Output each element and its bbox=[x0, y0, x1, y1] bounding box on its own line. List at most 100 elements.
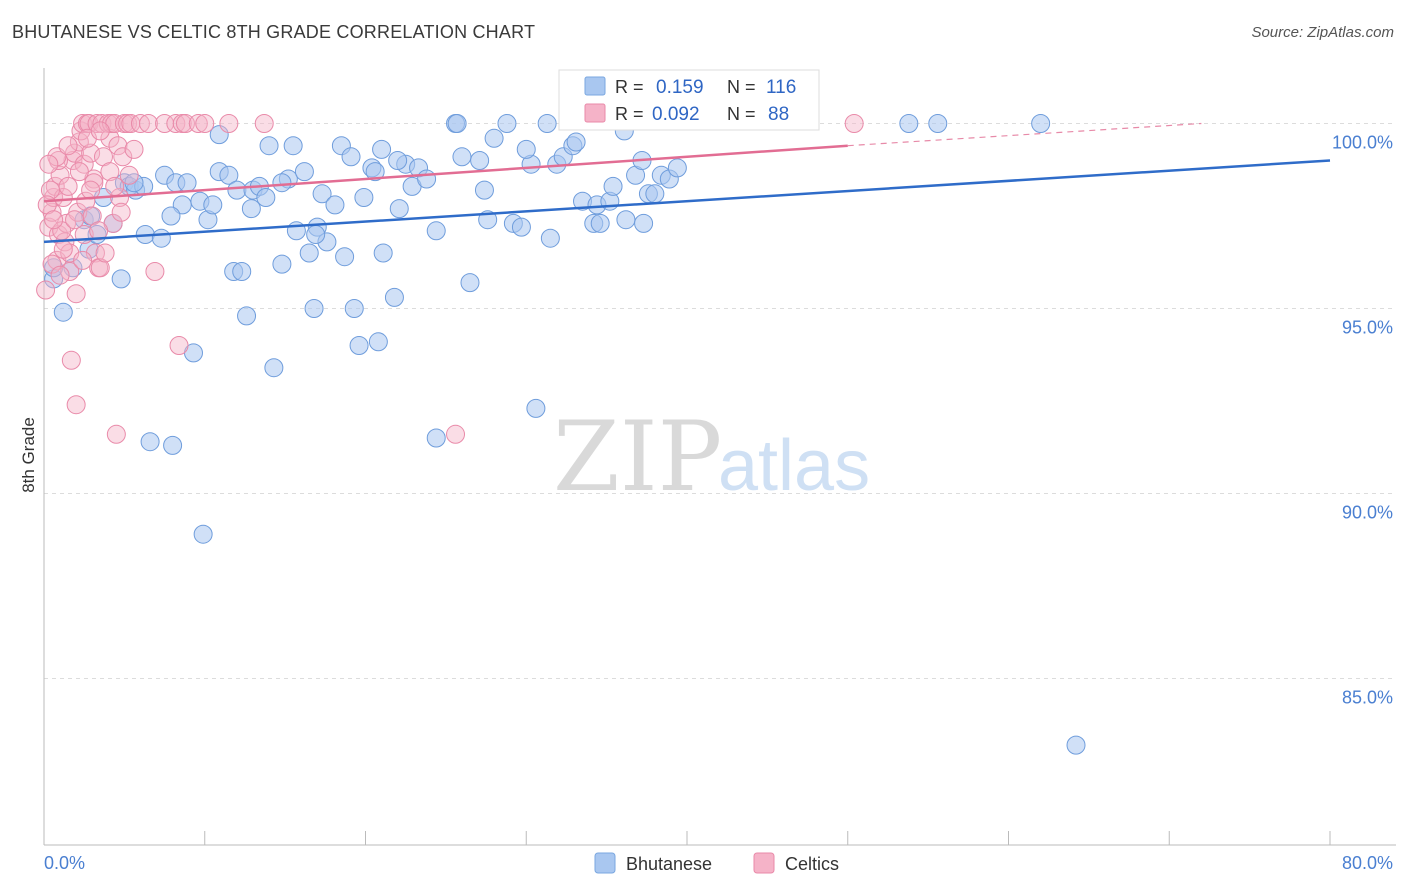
point-bhutanese-99 bbox=[516, 139, 536, 159]
point-bhutanese-30 bbox=[219, 165, 239, 185]
x-tick-label-max: 80.0% bbox=[1342, 853, 1393, 873]
point-bhutanese-19 bbox=[163, 435, 183, 455]
point-celtics-76 bbox=[100, 162, 120, 182]
trend-line-bhutanese bbox=[43, 159, 1331, 244]
point-bhutanese-55 bbox=[349, 336, 369, 355]
point-celtics-46 bbox=[124, 139, 144, 159]
point-bhutanese-104 bbox=[426, 428, 446, 448]
point-celtics-25 bbox=[81, 143, 101, 163]
point-bhutanese-103 bbox=[1066, 735, 1086, 755]
y-tick-labels: 85.0% 90.0% 95.0% 100.0% bbox=[1332, 133, 1393, 708]
point-bhutanese-114 bbox=[241, 199, 261, 219]
point-bhutanese-48 bbox=[312, 184, 332, 204]
y-tick-label-95: 95.0% bbox=[1342, 318, 1393, 338]
point-bhutanese-46 bbox=[304, 299, 324, 318]
point-bhutanese-44 bbox=[294, 162, 314, 182]
point-celtics-14 bbox=[63, 151, 83, 170]
point-celtics-78 bbox=[119, 165, 139, 185]
point-bhutanese-42 bbox=[283, 136, 303, 156]
point-bhutanese-2 bbox=[53, 302, 73, 322]
point-bhutanese-112 bbox=[306, 225, 326, 244]
point-bhutanese-72 bbox=[474, 180, 494, 200]
point-celtics-20 bbox=[73, 114, 93, 133]
point-bhutanese-27 bbox=[203, 195, 223, 215]
stats-n-value-bhutanese: 116 bbox=[766, 77, 796, 98]
point-celtics-65 bbox=[66, 284, 86, 304]
point-celtics-47 bbox=[130, 114, 150, 133]
point-bhutanese-60 bbox=[373, 243, 393, 263]
point-celtics-13 bbox=[61, 350, 81, 370]
point-celtics-61 bbox=[40, 180, 60, 200]
point-celtics-85 bbox=[39, 154, 59, 174]
point-bhutanese-25 bbox=[193, 524, 213, 544]
point-celtics-58 bbox=[254, 114, 274, 133]
point-celtics-80 bbox=[58, 136, 78, 156]
point-bhutanese-58 bbox=[365, 162, 385, 182]
point-bhutanese-113 bbox=[161, 206, 181, 226]
stats-swatch-bhutanese bbox=[584, 76, 606, 96]
point-bhutanese-62 bbox=[389, 199, 409, 219]
trend-line-celtics-extension bbox=[847, 122, 1202, 147]
point-bhutanese-22 bbox=[177, 173, 197, 193]
point-bhutanese-94 bbox=[645, 184, 665, 204]
y-tick-label-90: 90.0% bbox=[1342, 503, 1393, 523]
point-celtics-81 bbox=[69, 162, 89, 182]
point-bhutanese-54 bbox=[344, 299, 364, 318]
point-celtics-72 bbox=[65, 210, 85, 230]
point-bhutanese-111 bbox=[272, 173, 292, 193]
point-bhutanese-28 bbox=[209, 125, 229, 145]
y-axis-label: 8th Grade bbox=[19, 417, 38, 493]
stats-r-label-celtics: R = bbox=[615, 104, 644, 124]
point-bhutanese-34 bbox=[237, 306, 257, 326]
stats-r-value-celtics: 0.092 bbox=[652, 104, 700, 125]
series-celtics-points bbox=[36, 114, 864, 444]
point-bhutanese-101 bbox=[928, 114, 948, 133]
point-celtics-64 bbox=[60, 262, 80, 281]
point-bhutanese-107 bbox=[484, 128, 504, 148]
bottom-legend: Bhutanese Celtics bbox=[594, 852, 839, 874]
point-bhutanese-40 bbox=[272, 254, 292, 274]
stats-n-label-celtics: N = bbox=[727, 104, 756, 124]
point-celtics-19 bbox=[71, 121, 91, 141]
point-bhutanese-102 bbox=[1031, 114, 1051, 133]
point-celtics-49 bbox=[145, 262, 165, 281]
point-celtics-56 bbox=[195, 114, 215, 133]
chart-title: BHUTANESE VS CELTIC 8TH GRADE CORRELATIO… bbox=[12, 22, 536, 42]
point-celtics-75 bbox=[89, 221, 109, 241]
x-ticks bbox=[43, 831, 1331, 845]
point-celtics-16 bbox=[66, 395, 86, 415]
point-celtics-33 bbox=[95, 243, 115, 263]
series-bhutanese-points bbox=[44, 114, 1086, 755]
point-bhutanese-106 bbox=[667, 158, 687, 178]
point-bhutanese-89 bbox=[603, 176, 623, 196]
point-bhutanese-45 bbox=[299, 243, 319, 263]
y-tick-label-85: 85.0% bbox=[1342, 688, 1393, 708]
point-celtics-11 bbox=[58, 176, 78, 196]
point-bhutanese-115 bbox=[452, 147, 472, 167]
point-celtics-42 bbox=[113, 147, 133, 167]
point-bhutanese-39 bbox=[264, 358, 284, 378]
point-celtics-48 bbox=[138, 114, 158, 133]
axes bbox=[43, 68, 1396, 846]
point-bhutanese-32 bbox=[227, 180, 247, 200]
point-celtics-70 bbox=[42, 254, 62, 274]
point-celtics-6 bbox=[48, 225, 68, 244]
point-bhutanese-53 bbox=[341, 147, 361, 167]
point-bhutanese-108 bbox=[566, 132, 586, 152]
legend-label-celtics: Celtics bbox=[785, 854, 839, 874]
stats-n-label-bhutanese: N = bbox=[727, 77, 756, 97]
point-bhutanese-66 bbox=[417, 169, 437, 189]
point-celtics-83 bbox=[90, 121, 110, 141]
point-celtics-0 bbox=[36, 280, 56, 300]
point-celtics-71 bbox=[53, 239, 73, 259]
stats-r-label-bhutanese: R = bbox=[615, 77, 644, 97]
point-bhutanese-74 bbox=[497, 114, 517, 133]
point-bhutanese-98 bbox=[388, 151, 408, 170]
point-celtics-31 bbox=[90, 258, 110, 278]
point-celtics-84 bbox=[105, 176, 125, 196]
point-bhutanese-38 bbox=[259, 136, 279, 156]
stats-r-value-bhutanese: 0.159 bbox=[656, 77, 704, 98]
legend-label-bhutanese: Bhutanese bbox=[626, 854, 712, 874]
point-bhutanese-97 bbox=[372, 139, 392, 159]
point-bhutanese-17 bbox=[151, 228, 171, 248]
